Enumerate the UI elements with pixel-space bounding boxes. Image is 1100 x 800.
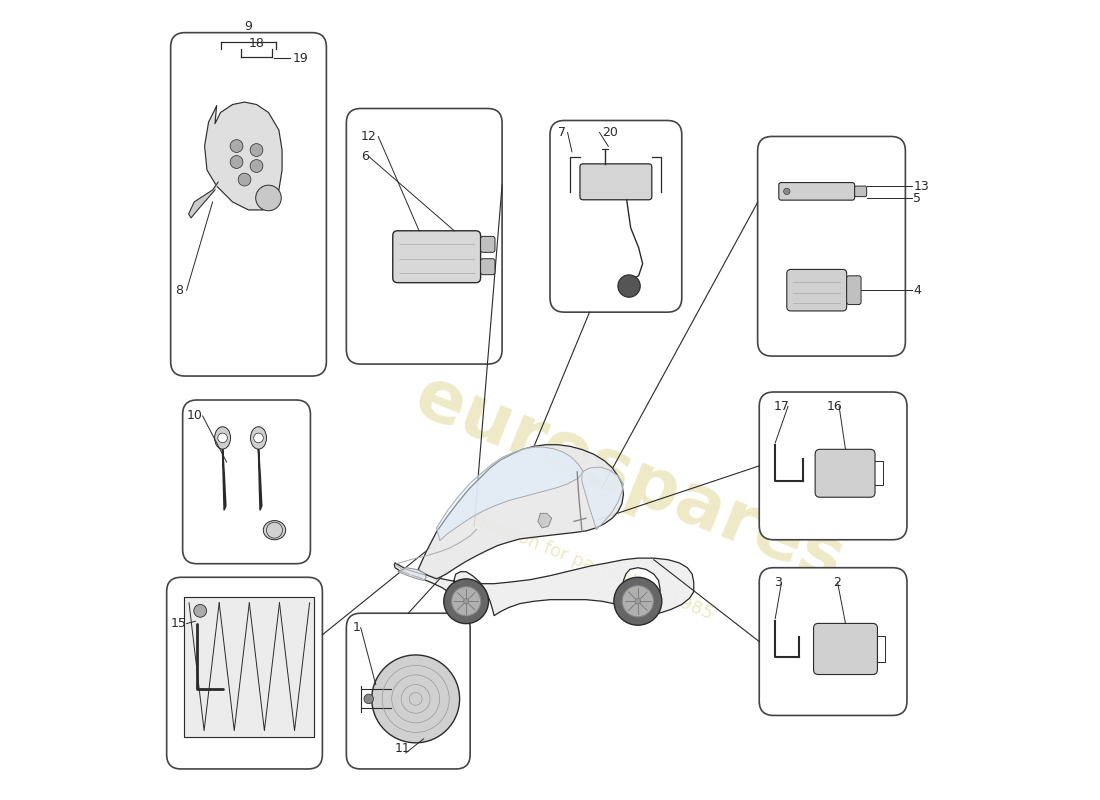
Text: 15: 15 [170, 617, 187, 630]
Text: 12: 12 [361, 130, 376, 143]
FancyBboxPatch shape [758, 137, 905, 356]
Circle shape [364, 694, 374, 704]
FancyBboxPatch shape [170, 33, 327, 376]
Circle shape [618, 275, 640, 298]
Polygon shape [418, 445, 624, 579]
Text: 16: 16 [827, 400, 843, 413]
FancyBboxPatch shape [167, 578, 322, 769]
Circle shape [250, 160, 263, 172]
Circle shape [452, 586, 481, 616]
Text: 18: 18 [249, 38, 264, 50]
Circle shape [218, 433, 228, 442]
FancyBboxPatch shape [759, 392, 907, 540]
Polygon shape [398, 568, 426, 581]
Text: 17: 17 [773, 400, 790, 413]
FancyBboxPatch shape [481, 258, 495, 274]
Polygon shape [538, 514, 551, 528]
Text: 20: 20 [602, 126, 618, 139]
Circle shape [255, 185, 282, 210]
Text: 5: 5 [913, 192, 922, 205]
FancyBboxPatch shape [346, 614, 470, 769]
Text: 7: 7 [558, 126, 566, 139]
Circle shape [623, 586, 653, 617]
Circle shape [614, 578, 662, 626]
Text: 10: 10 [187, 410, 202, 422]
Polygon shape [184, 598, 315, 737]
Circle shape [635, 598, 640, 604]
Text: 3: 3 [773, 575, 781, 589]
Ellipse shape [251, 426, 266, 449]
Circle shape [250, 144, 263, 157]
FancyBboxPatch shape [815, 450, 875, 498]
Circle shape [443, 579, 488, 624]
FancyBboxPatch shape [855, 186, 867, 197]
Circle shape [372, 655, 460, 743]
Circle shape [230, 156, 243, 169]
Text: 4: 4 [913, 284, 921, 297]
Circle shape [783, 188, 790, 194]
Circle shape [194, 605, 207, 618]
FancyBboxPatch shape [580, 164, 652, 200]
Text: 11: 11 [394, 742, 410, 754]
Circle shape [238, 173, 251, 186]
Text: eurospares: eurospares [405, 362, 855, 598]
Ellipse shape [263, 521, 286, 540]
Polygon shape [582, 467, 624, 530]
Polygon shape [188, 182, 218, 218]
Text: 13: 13 [913, 179, 930, 193]
Text: 2: 2 [833, 575, 840, 589]
Text: 6: 6 [361, 150, 368, 163]
Text: 19: 19 [293, 52, 308, 65]
Ellipse shape [214, 426, 231, 449]
FancyBboxPatch shape [481, 236, 495, 252]
FancyBboxPatch shape [786, 270, 847, 311]
FancyBboxPatch shape [759, 568, 907, 715]
Circle shape [254, 433, 263, 442]
FancyBboxPatch shape [183, 400, 310, 564]
FancyBboxPatch shape [847, 276, 861, 305]
Polygon shape [394, 558, 694, 616]
Text: 1: 1 [353, 621, 361, 634]
Circle shape [230, 140, 243, 153]
FancyBboxPatch shape [346, 109, 502, 364]
Text: 9: 9 [244, 20, 253, 33]
Polygon shape [437, 447, 583, 541]
Text: a passion for parts since 1985: a passion for parts since 1985 [456, 504, 716, 623]
FancyBboxPatch shape [393, 230, 481, 282]
Polygon shape [205, 102, 282, 210]
FancyBboxPatch shape [814, 623, 878, 674]
Circle shape [463, 598, 469, 604]
FancyBboxPatch shape [550, 121, 682, 312]
FancyBboxPatch shape [779, 182, 855, 200]
Text: 8: 8 [175, 284, 183, 297]
